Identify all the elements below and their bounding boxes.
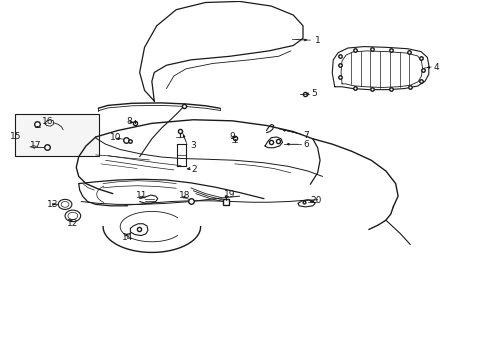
Text: 4: 4 bbox=[432, 63, 438, 72]
Text: 16: 16 bbox=[42, 117, 54, 126]
Text: 12: 12 bbox=[67, 219, 78, 228]
Text: 5: 5 bbox=[311, 89, 316, 98]
Text: 7: 7 bbox=[303, 131, 308, 140]
Text: 3: 3 bbox=[189, 141, 195, 150]
Text: 13: 13 bbox=[47, 200, 59, 209]
Text: 18: 18 bbox=[178, 191, 190, 200]
Text: 6: 6 bbox=[303, 140, 308, 149]
Text: 15: 15 bbox=[10, 132, 22, 141]
Text: 8: 8 bbox=[126, 117, 132, 126]
Text: 2: 2 bbox=[191, 165, 197, 174]
Text: 11: 11 bbox=[136, 190, 147, 199]
Text: 20: 20 bbox=[310, 196, 322, 205]
Text: 1: 1 bbox=[315, 36, 320, 45]
Bar bbox=[15, 114, 99, 156]
Text: 9: 9 bbox=[228, 132, 234, 141]
Text: 10: 10 bbox=[110, 133, 122, 142]
Text: 14: 14 bbox=[122, 233, 133, 242]
Text: 19: 19 bbox=[224, 190, 235, 199]
Text: 17: 17 bbox=[30, 141, 41, 150]
